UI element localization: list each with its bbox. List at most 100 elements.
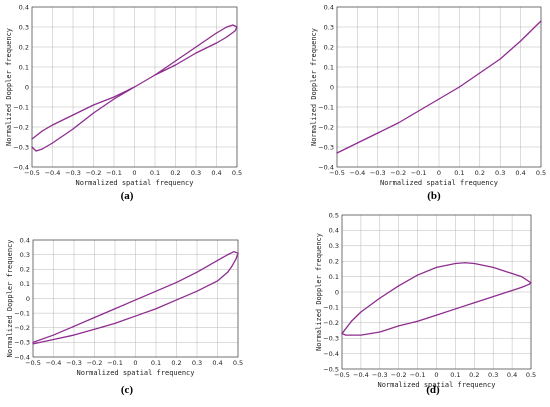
- data-point: [540, 20, 542, 22]
- data-point: [195, 52, 197, 54]
- x-tick-label: −0.1: [410, 371, 426, 379]
- x-tick-label: −0.2: [86, 169, 102, 177]
- x-tick-label: 0.2: [171, 359, 181, 367]
- y-tick-label: 0.2: [19, 43, 29, 51]
- y-tick-label: −0.4: [14, 353, 30, 361]
- data-point: [379, 297, 381, 299]
- data-point: [511, 272, 513, 275]
- x-tick-label: −0.3: [66, 359, 82, 367]
- y-tick-label: 0.2: [20, 266, 30, 274]
- y-tick-label: −0.3: [318, 143, 334, 151]
- x-tick-label: 0.4: [507, 371, 517, 379]
- data-point: [32, 343, 34, 345]
- plot-frame: [336, 6, 542, 168]
- data-point: [113, 96, 115, 98]
- x-tick-label: −0.4: [45, 169, 61, 177]
- data-point: [175, 299, 178, 301]
- data-point: [398, 325, 400, 327]
- data-point: [114, 322, 116, 324]
- x-tick-label: 0.5: [536, 169, 546, 177]
- plot-frame: [31, 6, 238, 168]
- data-point: [360, 334, 362, 336]
- data-point: [458, 86, 460, 88]
- y-tick-label: 0: [335, 288, 339, 296]
- x-tick-label: −0.1: [106, 169, 122, 177]
- x-tick-label: 0: [132, 169, 136, 177]
- x-tick-label: 0.3: [488, 371, 498, 379]
- data-point: [435, 314, 438, 316]
- y-tick-label: −0.1: [323, 304, 339, 312]
- data-point: [31, 146, 33, 148]
- data-point: [499, 58, 501, 60]
- data-point: [93, 316, 96, 319]
- y-tick-label: −0.3: [13, 143, 29, 151]
- x-tick-label: 0.4: [211, 169, 221, 177]
- data-point: [35, 150, 37, 152]
- data-point: [464, 262, 466, 264]
- x-tick-label: 0.4: [515, 169, 525, 177]
- plot-frame: [32, 239, 239, 358]
- data-point: [236, 26, 238, 28]
- y-tick-label: 0.1: [324, 63, 334, 71]
- data-point: [356, 142, 358, 144]
- series-line-1: [31, 24, 238, 152]
- data-point: [473, 262, 475, 265]
- y-axis-label: Normalized Doppler frequency: [310, 28, 318, 146]
- data-point: [336, 152, 338, 154]
- data-point: [379, 331, 381, 333]
- data-point: [134, 299, 137, 301]
- data-point: [417, 274, 419, 276]
- x-axis-label: Normalized spatial frequency: [75, 179, 193, 187]
- y-tick-label: 0.5: [329, 211, 339, 219]
- y-axis-label: Normalized Doppler frequency: [5, 28, 13, 146]
- data-point: [133, 86, 136, 88]
- data-point: [196, 290, 198, 292]
- panel-b: −0.5 −0.4 −0.3 −0.2 −0.1 0 0.1 0.2 0.3 0.4 0.5−0.4…: [310, 3, 546, 202]
- data-point: [454, 308, 456, 310]
- data-point: [51, 124, 54, 126]
- data-point: [417, 320, 419, 322]
- data-point: [216, 280, 219, 282]
- x-tick-label: −0.3: [65, 169, 81, 177]
- data-point: [73, 334, 75, 336]
- x-tick-label: −0.2: [391, 371, 407, 379]
- y-tick-label: −0.2: [14, 324, 30, 332]
- data-point: [175, 281, 178, 284]
- y-tick-label: 0: [330, 83, 334, 91]
- data-point: [41, 148, 43, 150]
- data-point: [92, 104, 95, 106]
- panel-c: −0.5 −0.4 −0.3 −0.2 −0.1 0 0.1 0.2 0.3 0.4 0.5−0.4…: [6, 236, 243, 396]
- x-tick-label: −0.5: [334, 371, 350, 379]
- x-tick-label: 0.5: [232, 169, 242, 177]
- y-tick-label: −0.4: [323, 350, 339, 358]
- x-tick-label: −0.4: [350, 169, 366, 177]
- y-tick-label: −0.3: [323, 335, 339, 343]
- x-tick-label: 0.3: [191, 169, 201, 177]
- panel-caption: (c): [121, 384, 134, 396]
- data-point: [511, 289, 513, 292]
- data-point: [377, 132, 379, 134]
- data-point: [435, 266, 438, 268]
- x-tick-label: −0.1: [107, 359, 123, 367]
- y-tick-label: 0.3: [19, 23, 29, 31]
- y-axis-label: Normalized Doppler frequency: [6, 239, 14, 357]
- y-tick-label: 0: [26, 295, 30, 303]
- data-point: [32, 341, 34, 343]
- panel-a: −0.5 −0.4 −0.3 −0.2 −0.1 0 0.1 0.2 0.3 0.4 0.5−0.4…: [5, 3, 242, 202]
- y-tick-label: −0.3: [14, 339, 30, 347]
- data-point: [397, 122, 399, 124]
- data-point: [492, 296, 494, 298]
- data-point: [227, 254, 229, 256]
- data-point: [93, 328, 96, 330]
- x-tick-label: −0.4: [46, 359, 62, 367]
- panel-d: −0.5 −0.4 −0.3 −0.2 −0.1 0 0.1 0.2 0.3 0.4 0.5−0.5…: [315, 211, 536, 396]
- y-tick-label: 0.2: [324, 43, 334, 51]
- data-point: [215, 32, 218, 34]
- data-point: [473, 302, 475, 304]
- x-tick-label: 0.1: [450, 371, 460, 379]
- data-point: [438, 98, 440, 100]
- data-point: [196, 271, 198, 273]
- data-point: [231, 265, 233, 267]
- y-tick-label: 0.4: [329, 227, 339, 235]
- data-point: [234, 30, 236, 32]
